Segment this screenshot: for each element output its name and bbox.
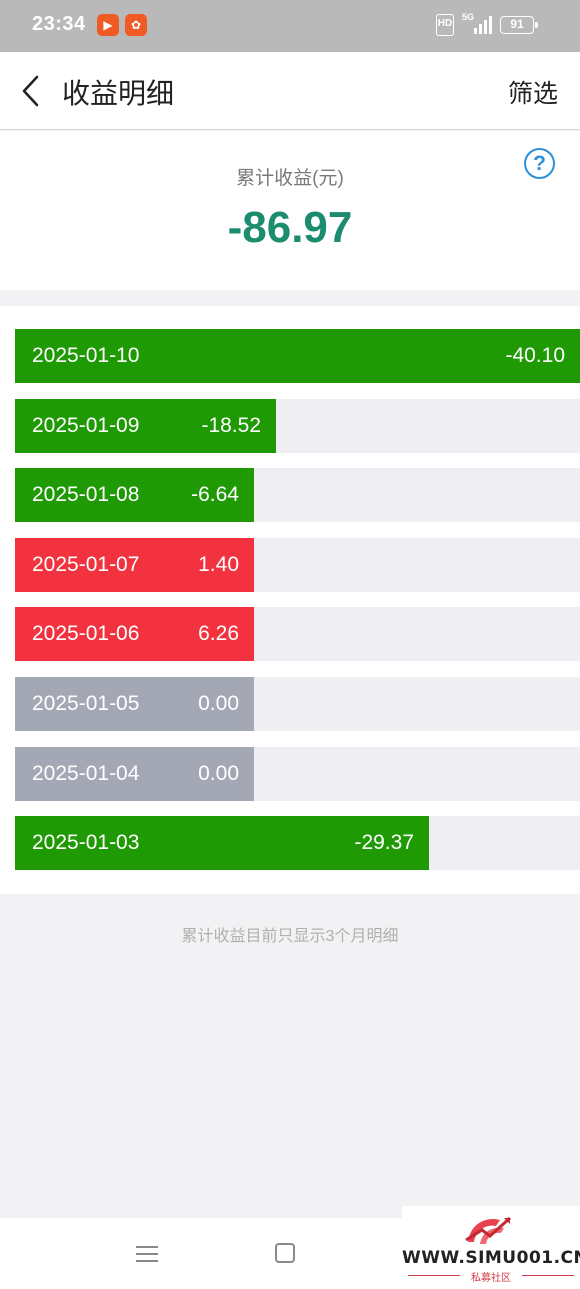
row-value: -40.10: [505, 344, 565, 367]
row-value: -18.52: [201, 413, 261, 437]
earnings-bar: [15, 329, 580, 383]
earnings-bar: [15, 468, 254, 523]
earnings-bar: [15, 607, 254, 662]
page-title: 收益明细: [62, 78, 175, 109]
status-bar: 23:34 ▶ ✿ HD 5G 91: [0, 0, 580, 52]
row-date: 2025-01-07: [32, 552, 140, 576]
row-date: 2025-01-04: [32, 761, 140, 785]
row-value: -6.64: [191, 483, 239, 507]
earnings-bar: [15, 746, 254, 801]
watermark: WWW.SIMU001.CN 私募社区: [402, 1206, 580, 1289]
header-bar: 收益明细 筛选: [0, 52, 580, 130]
home-icon[interactable]: [275, 1243, 295, 1263]
watermark-divider-left: [408, 1275, 460, 1276]
earnings-row[interactable]: 2025-01-09 -18.52: [15, 398, 580, 453]
hd-icon: HD: [436, 14, 454, 36]
back-icon[interactable]: [18, 72, 48, 110]
row-date: 2025-01-05: [32, 692, 140, 715]
earnings-row[interactable]: 2025-01-10 -40.10: [15, 329, 580, 383]
earnings-row[interactable]: 2025-01-04 0.00: [15, 746, 580, 801]
earnings-bar: [15, 677, 254, 731]
earnings-bar: [15, 816, 429, 871]
row-value: 0.00: [198, 692, 239, 715]
watermark-logo: [465, 1216, 512, 1244]
row-date: 2025-01-09: [32, 413, 140, 437]
watermark-text: WWW.SIMU001.CN: [402, 1248, 580, 1268]
cumulative-earnings-label: 累计收益(元): [236, 168, 344, 189]
earnings-row[interactable]: 2025-01-08 -6.64: [15, 468, 580, 523]
watermark-divider-right: [522, 1275, 574, 1276]
row-value: 1.40: [198, 552, 239, 576]
cumulative-earnings-value: -86.97: [227, 203, 353, 252]
summary-card: 累计收益(元) -86.97 ?: [0, 131, 580, 290]
signal-icon: 5G: [462, 12, 494, 36]
row-value: 6.26: [198, 622, 239, 646]
row-date: 2025-01-10: [32, 344, 140, 367]
video-app-icon: ▶: [97, 14, 119, 36]
earnings-row[interactable]: 2025-01-06 6.26: [15, 607, 580, 662]
row-value: -29.37: [354, 831, 414, 855]
earnings-row[interactable]: 2025-01-03 -29.37: [15, 816, 580, 871]
row-date: 2025-01-08: [32, 483, 140, 507]
row-date: 2025-01-06: [32, 622, 140, 646]
watermark-subtitle: 私募社区: [471, 1273, 511, 1284]
earnings-row[interactable]: 2025-01-07 1.40: [15, 537, 580, 592]
earnings-row[interactable]: 2025-01-05 0.00: [15, 677, 580, 731]
help-icon[interactable]: ?: [524, 148, 555, 179]
earnings-bar: [15, 537, 254, 592]
status-time: 23:34: [32, 13, 86, 35]
battery-icon: 91: [500, 16, 538, 34]
earnings-bar: [15, 398, 276, 453]
filter-button[interactable]: 筛选: [507, 80, 558, 108]
social-app-icon: ✿: [125, 14, 147, 36]
menu-icon[interactable]: [136, 1244, 158, 1264]
row-value: 0.00: [198, 761, 239, 785]
earnings-list: 2025-01-10 -40.10 2025-01-09 -18.52 2025-01-…: [0, 306, 580, 894]
footer-note: 累计收益目前只显示3个月明细: [181, 928, 399, 945]
row-date: 2025-01-03: [32, 831, 140, 855]
